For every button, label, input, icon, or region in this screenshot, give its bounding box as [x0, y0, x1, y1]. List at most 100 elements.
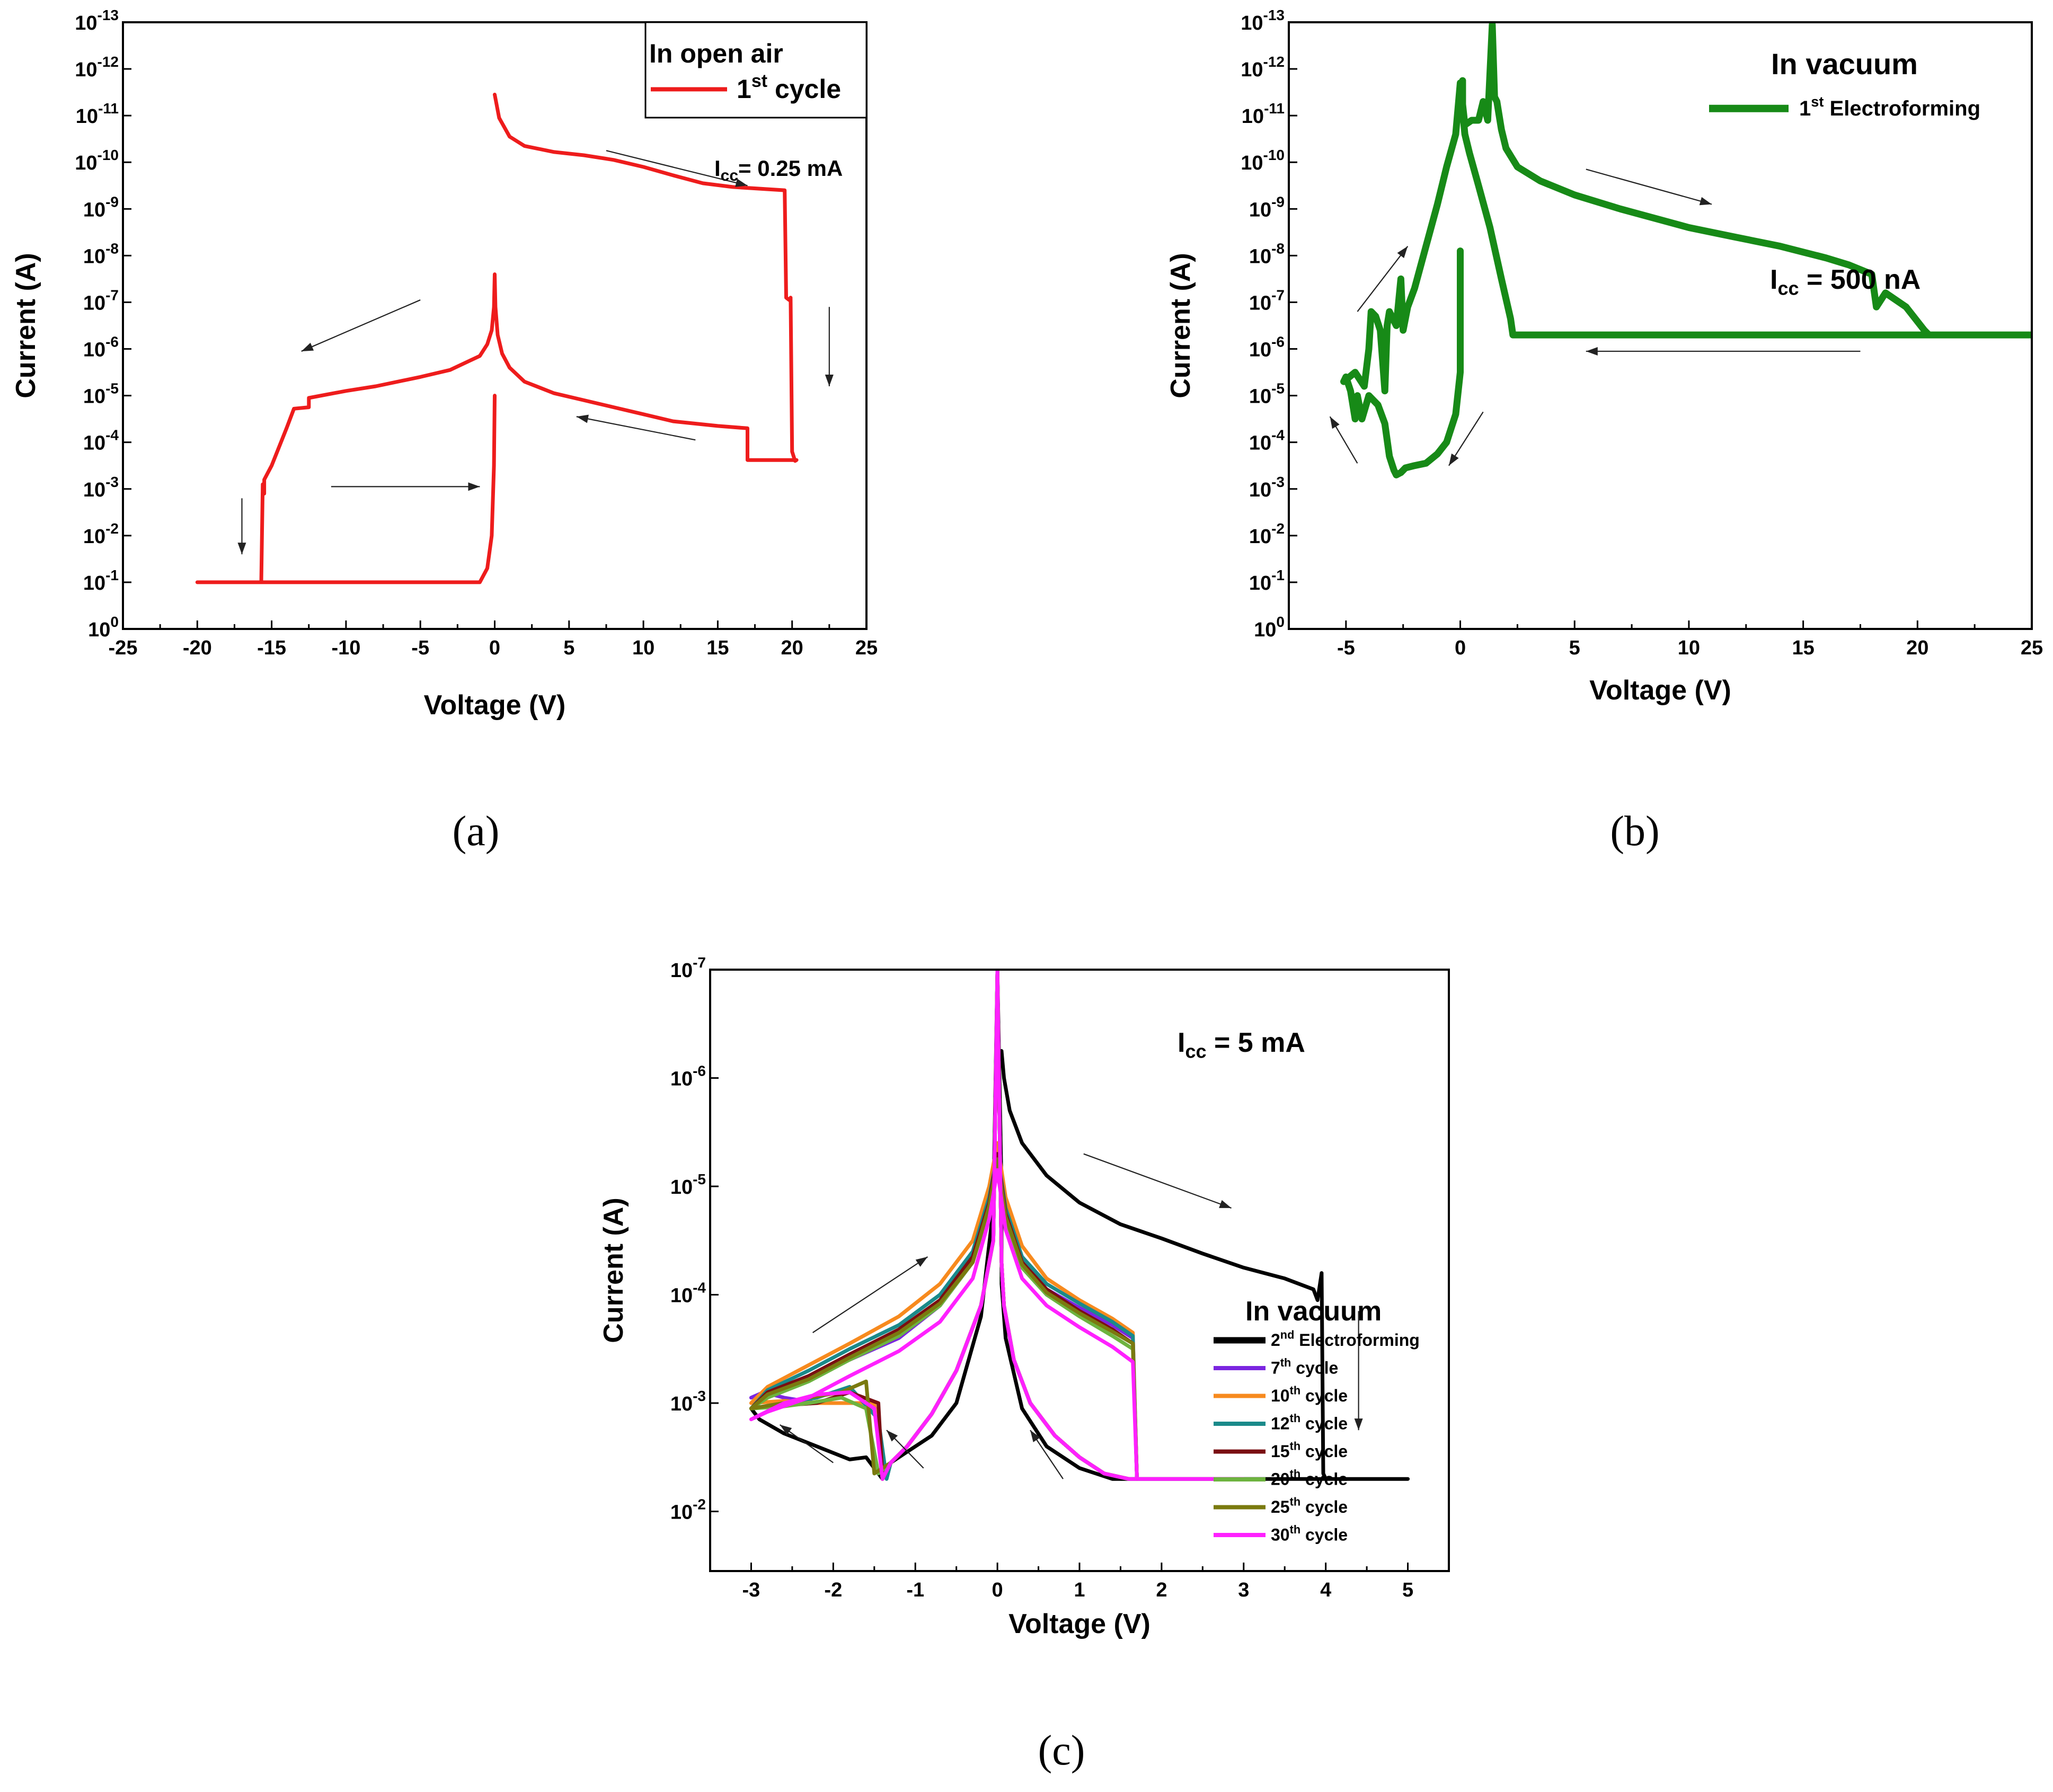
- y-tick-label: 100: [88, 614, 119, 641]
- plot-frame: [1288, 21, 2033, 630]
- y-tick-label: 10-12: [75, 54, 119, 81]
- y-tick-label: 10-1: [1249, 567, 1285, 595]
- direction-arrowhead: [576, 414, 589, 423]
- y-tick-label: 10-2: [83, 520, 119, 548]
- y-tick-label: 10-6: [670, 1063, 706, 1090]
- direction-arrow: [812, 1256, 928, 1334]
- direction-arrow: [1083, 1153, 1232, 1209]
- x-tick-label: -25: [109, 637, 138, 659]
- direction-arrowhead: [237, 543, 246, 555]
- legend-entry-label: 12th cycle: [1271, 1412, 1348, 1433]
- legend-entry-label: 10th cycle: [1271, 1384, 1348, 1405]
- y-tick-label: 10-3: [1249, 474, 1285, 501]
- y-tick-label: 10-2: [1249, 520, 1285, 548]
- direction-arrowhead: [735, 179, 748, 187]
- series-line-8: [749, 970, 1246, 1481]
- y-tick-label: 10-2: [670, 1496, 706, 1524]
- direction-arrowhead: [1354, 1418, 1363, 1431]
- x-tick-label: 5: [563, 637, 574, 659]
- direction-arrowhead: [887, 1430, 898, 1442]
- y-tick-label: 10-7: [83, 287, 119, 314]
- direction-arrowhead: [780, 1424, 792, 1435]
- y-tick-label: 10-6: [1249, 334, 1285, 361]
- x-tick-label: 5: [1569, 637, 1580, 659]
- x-tick-label: 10: [632, 637, 654, 659]
- x-tick-label: 4: [1320, 1579, 1331, 1601]
- series-line-1: [195, 93, 799, 584]
- caption-b: (b): [1610, 808, 1659, 855]
- panel-c-chart: -3 -2 -1 0 1 2 3 4 5 10-2 10-3 10-4 10-5 10-6 10-7 Volt…: [598, 954, 1450, 1639]
- direction-arrow: [301, 299, 421, 352]
- direction-arrowhead: [468, 482, 480, 491]
- direction-arrow: [576, 416, 696, 441]
- y-tick-label: 100: [1254, 614, 1285, 641]
- x-tick-label: 20: [1906, 637, 1928, 659]
- y-tick-label: 10-11: [1242, 100, 1285, 128]
- caption-c: (c): [1038, 1727, 1085, 1774]
- y-tick-label: 10-7: [670, 954, 706, 982]
- legend-box: [644, 21, 868, 119]
- y-tick-label: 10-8: [83, 240, 119, 268]
- y-tick-label: 10-1: [83, 567, 119, 595]
- x-tick-label: -20: [183, 637, 212, 659]
- x-tick-label: -10: [331, 637, 360, 659]
- y-tick-label: 10-9: [1249, 193, 1285, 221]
- direction-arrowhead: [1699, 197, 1712, 206]
- x-tick-label: -1: [906, 1579, 924, 1601]
- y-tick-label: 10-9: [83, 193, 119, 221]
- y-axis-label: Current (A): [598, 1197, 629, 1343]
- direction-arrowhead: [1030, 1430, 1040, 1442]
- y-tick-label: 10-4: [670, 1280, 706, 1307]
- x-tick-label: -5: [1337, 637, 1355, 659]
- y-tick-label: 10-7: [1249, 287, 1285, 314]
- y-tick-label: 10-11: [76, 100, 119, 128]
- x-tick-label: 1: [1074, 1579, 1085, 1601]
- x-axis-label: Voltage (V): [1589, 675, 1731, 706]
- y-tick-label: 10-4: [1249, 427, 1285, 455]
- x-tick-label: 15: [706, 637, 729, 659]
- direction-arrow: [1586, 168, 1712, 205]
- legend-title: In open air: [649, 39, 783, 68]
- y-tick-label: 10-12: [1241, 54, 1285, 81]
- y-tick-label: 10-8: [1249, 240, 1285, 268]
- legend-title: In vacuum: [1245, 1296, 1382, 1327]
- x-tick-label: 25: [2021, 637, 2043, 659]
- y-tick-label: 10-10: [75, 147, 119, 174]
- x-tick-label: 0: [489, 637, 500, 659]
- y-tick-label: 10-3: [670, 1388, 706, 1415]
- series-line-1: [1340, 22, 2032, 478]
- compliance-annotation: Icc = 500 nA: [1770, 264, 1921, 299]
- y-tick-label: 10-3: [83, 474, 119, 501]
- direction-arrowhead: [301, 342, 314, 351]
- y-tick-label: 10-13: [75, 7, 119, 34]
- y-tick-label: 10-13: [1241, 7, 1285, 34]
- y-tick-label: 10-6: [83, 334, 119, 361]
- direction-arrowhead: [1330, 416, 1340, 429]
- direction-arrowhead: [1219, 1200, 1232, 1208]
- x-tick-label: 0: [1455, 637, 1466, 659]
- legend-entry-label: 1st cycle: [737, 71, 841, 104]
- legend-entry-label: 2nd Electroforming: [1271, 1328, 1420, 1350]
- y-axis-label: Current (A): [1165, 253, 1196, 398]
- panel-a-chart: -25 -20 -15 -10 -5 0 5 10 15 20 25 100 10-1 10-2 10-3 1…: [11, 7, 878, 721]
- y-tick-label: 10-5: [83, 380, 119, 408]
- x-tick-label: 25: [855, 637, 878, 659]
- direction-arrowhead: [915, 1256, 928, 1267]
- direction-arrowhead: [1586, 347, 1598, 356]
- direction-arrowhead: [825, 375, 834, 386]
- x-tick-label: 15: [1792, 637, 1814, 659]
- legend-entry-label: 7th cycle: [1271, 1356, 1338, 1377]
- legend-entry-label: 25th cycle: [1271, 1495, 1348, 1516]
- legend-entry-label: 30th cycle: [1271, 1523, 1348, 1544]
- x-axis-label: Voltage (V): [424, 690, 566, 721]
- legend-entry-label: 15th cycle: [1271, 1440, 1348, 1461]
- x-tick-label: 10: [1678, 637, 1700, 659]
- direction-arrowhead: [1448, 453, 1459, 466]
- panel-b-chart: -5 0 5 10 15 20 25 100 10-1 10-2 10-3 10-4 10-5 10-6 1…: [1165, 7, 2043, 706]
- x-tick-label: -5: [411, 637, 429, 659]
- x-tick-label: 2: [1156, 1579, 1167, 1601]
- legend-entry-label: 1st Electroforming: [1799, 93, 1980, 120]
- y-tick-label: 10-10: [1241, 147, 1285, 174]
